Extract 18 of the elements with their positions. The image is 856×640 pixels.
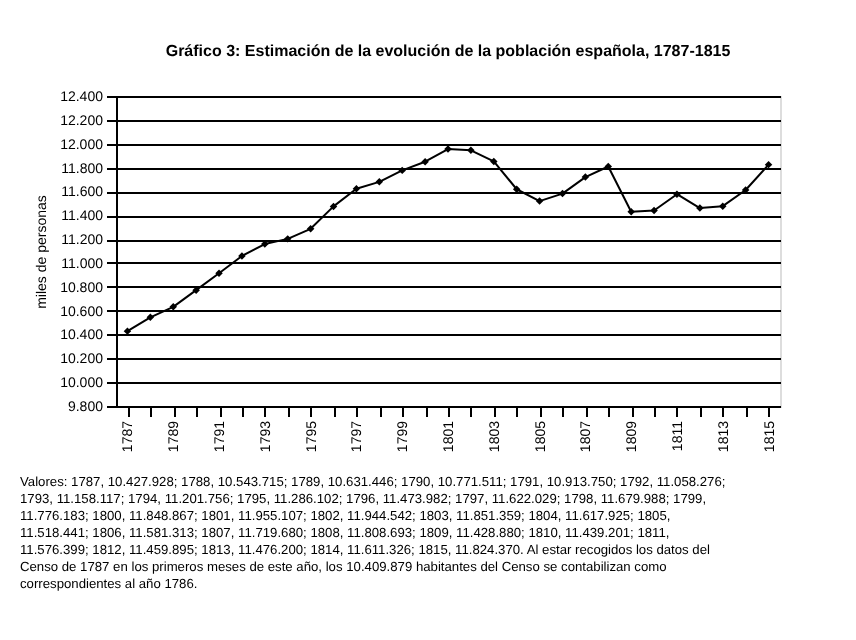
point (146, 313, 155, 322)
point (650, 206, 658, 215)
point (352, 185, 361, 193)
chart-title: Gráfico 3: Estimación de la evolución de la población española, 1787-1815 (165, 42, 732, 60)
point (467, 146, 475, 155)
point (306, 225, 315, 233)
point (375, 178, 384, 186)
point (627, 208, 635, 216)
point (581, 173, 590, 181)
point (512, 185, 521, 193)
point (283, 235, 292, 243)
point (490, 157, 498, 166)
point (719, 202, 727, 210)
point (169, 303, 177, 311)
point (421, 157, 429, 166)
point (398, 166, 406, 175)
point (123, 327, 132, 335)
point (535, 197, 544, 205)
